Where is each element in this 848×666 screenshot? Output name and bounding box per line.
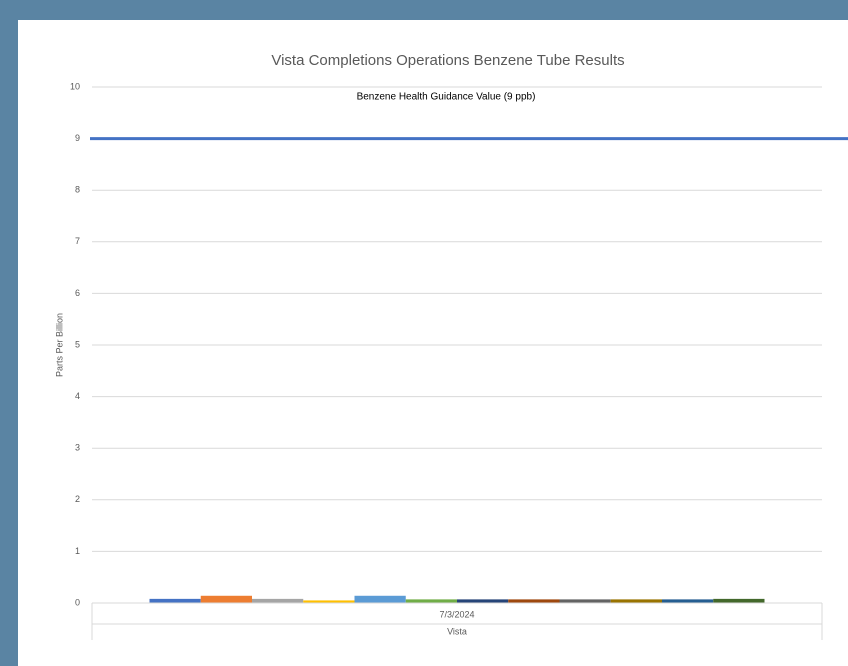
y-tick-label: 6 (75, 288, 80, 298)
reference-label: Benzene Health Guidance Value (9 ppb) (357, 92, 536, 103)
bar (149, 598, 201, 603)
bar (713, 598, 765, 603)
bar (559, 599, 611, 603)
bar (200, 595, 252, 603)
bar (354, 595, 406, 603)
bar (405, 599, 457, 603)
chart-title: Vista Completions Operations Benzene Tub… (271, 52, 624, 69)
y-tick-label: 9 (75, 133, 80, 143)
bar (457, 599, 509, 603)
y-tick-label: 8 (75, 185, 80, 195)
y-tick-label: 5 (75, 339, 80, 349)
bar (508, 599, 560, 603)
category-group-label: Vista (447, 626, 467, 636)
y-axis-label: Parts Per Billion (54, 313, 64, 377)
x-tick-label: 7/3/2024 (439, 609, 474, 619)
y-tick-label: 0 (75, 597, 80, 607)
bar (252, 598, 304, 603)
y-tick-label: 2 (75, 494, 80, 504)
y-tick-label: 1 (75, 546, 80, 556)
bar (610, 599, 662, 603)
y-tick-label: 7 (75, 236, 80, 246)
y-tick-label: 3 (75, 443, 80, 453)
y-tick-label: 4 (75, 391, 80, 401)
y-tick-label: 10 (70, 81, 80, 91)
bar (303, 600, 355, 603)
chart-area (18, 20, 848, 666)
bar (662, 599, 714, 603)
